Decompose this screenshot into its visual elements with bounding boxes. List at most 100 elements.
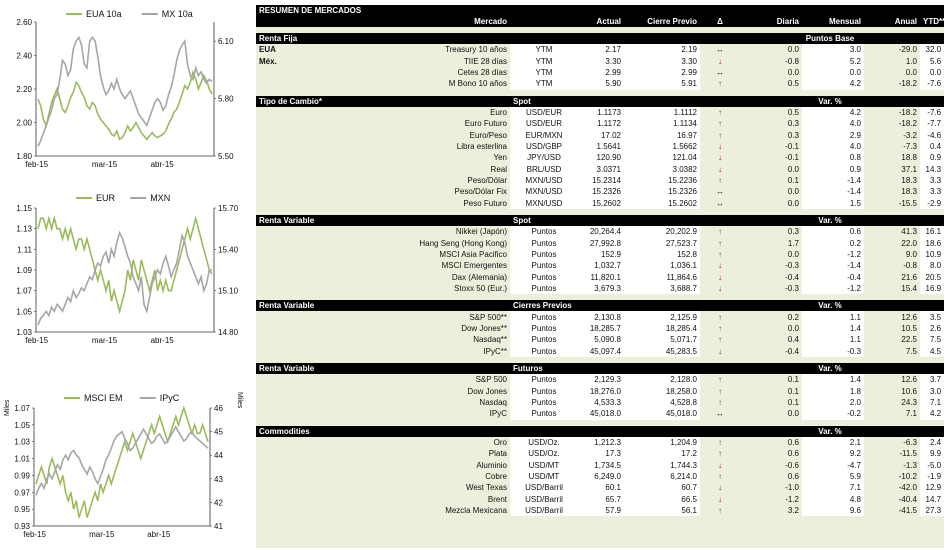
row-daily: 0.0 (740, 248, 802, 261)
row-ytd: 3.0 (920, 385, 945, 397)
row-prev: 15.2326 (624, 186, 700, 198)
row-market: Hang Seng (Hong Kong) (314, 237, 510, 249)
row-direction-icon: ↑ (700, 117, 740, 130)
spacer-row (256, 294, 945, 301)
row-prev: 121.04 (624, 152, 700, 164)
right-tick-label: 46 (214, 404, 223, 413)
row-daily: 0.5 (740, 78, 802, 90)
left-tick-label: 0.99 (14, 471, 30, 480)
row-daily: -0.8 (740, 55, 802, 67)
row-prev: 2.99 (624, 66, 700, 79)
legend-label: EUA 10a (86, 9, 122, 19)
row-prev: 1,036.1 (624, 260, 700, 272)
table-row: Dow Jones Puntos 18,276.0 18,258.0 ↑ 0.1 1.8 10… (256, 385, 945, 397)
left-tick-label: 0.93 (14, 522, 30, 531)
left-tick-label: 2.00 (16, 119, 32, 128)
row-actual: 17.3 (578, 447, 624, 460)
table-row: IPyC Puntos 45,018.0 45,018.0 ↔ 0.0 -0.2 7.1 4.2 (256, 408, 945, 420)
row-monthly: 4.2 (802, 78, 864, 90)
row-direction-icon: ↑ (700, 174, 740, 187)
row-unit: YTM (510, 78, 578, 90)
row-annual: 24.3 (864, 396, 920, 409)
section-blank (920, 95, 945, 107)
header-blank (510, 16, 578, 27)
row-daily: 0.0 (740, 322, 802, 335)
x-tick-label: abr-15 (147, 530, 171, 539)
row-actual: 1.1173 (578, 106, 624, 118)
section-subtitle: Futuros (510, 362, 700, 374)
spacer-row (256, 89, 945, 96)
row-actual: 57.9 (578, 504, 624, 517)
row-direction-icon: ↑ (700, 322, 740, 335)
section-title: Renta Variable (256, 215, 510, 227)
right-tick-label: 6.10 (218, 37, 234, 46)
series-line-eua-10a (37, 69, 213, 141)
row-ytd: 10.9 (920, 248, 945, 261)
right-tick-label: 15.70 (218, 204, 239, 213)
section-blank (920, 300, 945, 312)
row-market: S&P 500 (314, 373, 510, 386)
row-unit: USD/Oz. (510, 436, 578, 448)
row-annual: 9.0 (864, 248, 920, 261)
row-ytd: 4.2 (920, 408, 945, 420)
header-delta: Δ (700, 16, 740, 27)
row-ytd: 32.0 (920, 44, 945, 56)
charts-panel: EUA 10a MX 10a 2.60 2.40 2.20 2.00 1.80 6.10 5.8… (0, 0, 250, 550)
row-direction-icon: ↓ (700, 459, 740, 471)
section-blank (920, 425, 945, 437)
spacer (256, 294, 945, 301)
row-unit: USD/MT (510, 459, 578, 471)
row-actual: 18,276.0 (578, 385, 624, 397)
table-row: Nasdaq** Puntos 5,090.8 5,071.7 ↑ 0.4 1.1 22.5 7… (256, 334, 945, 346)
row-unit: Puntos (510, 260, 578, 272)
row-group (256, 470, 314, 483)
row-unit: YTM (510, 66, 578, 79)
row-market: Euro Futuro (314, 117, 510, 130)
row-prev: 45,283.5 (624, 345, 700, 357)
table-row: Peso/Dólar Fix MXN/USD 15.2326 15.2326 ↔ 0.0-… (256, 186, 945, 198)
row-actual: 15.2326 (578, 186, 624, 198)
row-ytd: -7.6 (920, 106, 945, 118)
spacer-row (256, 356, 945, 363)
row-ytd: 14.3 (920, 163, 945, 175)
row-direction-icon: ↔ (700, 66, 740, 79)
row-ytd: 9.9 (920, 447, 945, 460)
section-row: Renta Variable Spot Var. % (256, 215, 945, 227)
row-ytd: 12.9 (920, 482, 945, 494)
row-group (256, 345, 314, 357)
left-tick-label: 1.01 (14, 455, 30, 464)
row-daily: 0.1 (740, 385, 802, 397)
row-prev: 6,214.0 (624, 470, 700, 483)
row-prev: 56.1 (624, 504, 700, 517)
row-annual: -18.2 (864, 117, 920, 130)
row-direction-icon: ↓ (700, 260, 740, 272)
row-prev: 11,864.6 (624, 271, 700, 284)
row-ytd: -1.9 (920, 470, 945, 483)
table-row: MSCI Asia Pacifico Puntos 152.9 152.8 ↑ 0.0 -1… (256, 248, 945, 261)
row-group (256, 226, 314, 238)
row-daily: 1.7 (740, 237, 802, 249)
row-annual: 7.5 (864, 345, 920, 357)
row-market: Plata (314, 447, 510, 460)
row-daily: 3.2 (740, 504, 802, 517)
row-market: Dax (Alemania) (314, 271, 510, 284)
row-prev: 2.19 (624, 44, 700, 56)
row-annual: -6.3 (864, 436, 920, 448)
row-ytd: -2.9 (920, 197, 945, 210)
row-ytd: 0.4 (920, 140, 945, 153)
row-prev: 15.2602 (624, 197, 700, 210)
right-units-label: Miles (236, 392, 243, 409)
row-annual: -15.5 (864, 197, 920, 210)
row-unit: USD/GBP (510, 140, 578, 153)
row-ytd: 20.5 (920, 271, 945, 284)
row-market: Nasdaq** (314, 334, 510, 346)
row-monthly: 0.6 (802, 226, 864, 238)
row-prev: 1,204.9 (624, 436, 700, 448)
row-group (256, 271, 314, 284)
table-row: Plata USD/Oz. 17.3 17.2 ↑ 0.6 9.2 -11.5 9.9 (256, 447, 945, 460)
row-group (256, 459, 314, 471)
row-market: Yen (314, 152, 510, 164)
right-tick-label: 41 (214, 522, 223, 531)
row-daily: -0.3 (740, 260, 802, 272)
row-actual: 27,992.8 (578, 237, 624, 249)
